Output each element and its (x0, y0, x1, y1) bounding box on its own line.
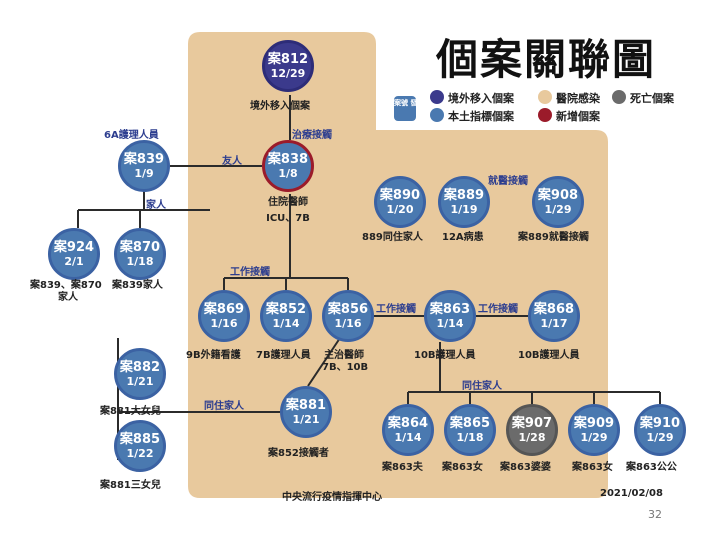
label-838-line1: 住院醫師 (268, 197, 308, 208)
legend-imported-icon (430, 90, 444, 104)
case-node-870: 案870 1/18 (114, 228, 166, 280)
publish-date: 2021/02/08 (600, 488, 663, 499)
label-882: 案881大女兒 (100, 406, 161, 417)
case-node-889: 案889 1/19 (438, 176, 490, 228)
case-node-908: 案908 1/29 (532, 176, 584, 228)
label-869: 9B外籍看護 (186, 350, 241, 361)
legend-local: 本土指標個案 (448, 110, 514, 123)
label-907: 案863婆婆 (500, 462, 551, 473)
case-node-924: 案924 2/1 (48, 228, 100, 280)
label-885: 案881三女兒 (100, 480, 161, 491)
legend-imported: 境外移入個案 (448, 92, 514, 105)
label-909: 案863女 (572, 462, 613, 473)
label-889: 12A病患 (442, 232, 484, 243)
label-868: 10B護理人員 (518, 350, 580, 361)
label-812: 境外移入個案 (250, 101, 310, 112)
case-node-909: 案909 1/29 (568, 404, 620, 456)
label-910: 案863公公 (626, 462, 677, 473)
case-node-882: 案882 1/21 (114, 348, 166, 400)
label-881: 案852接觸者 (268, 448, 329, 459)
label-890: 889同住家人 (362, 232, 423, 243)
page-number: 32 (648, 508, 662, 521)
legend-death-icon (612, 90, 626, 104)
legend-hospital-icon (538, 90, 552, 104)
label-856-line2: 7B、10B (322, 362, 369, 373)
label-839: 6A護理人員 (104, 130, 159, 141)
case-node-881: 案881 1/21 (280, 386, 332, 438)
label-870: 案839家人 (112, 280, 163, 291)
page-title: 個案關聯圖 (436, 35, 657, 84)
relation-work-contact-3: 工作接觸 (478, 304, 518, 315)
case-node-864: 案864 1/14 (382, 404, 434, 456)
case-node-865: 案865 1/18 (444, 404, 496, 456)
label-852: 7B護理人員 (256, 350, 311, 361)
relation-treatment-contact: 治療接觸 (292, 130, 332, 141)
legend-local-icon (430, 108, 444, 122)
relation-work-contact-2: 工作接觸 (376, 304, 416, 315)
label-864: 案863夫 (382, 462, 423, 473)
relation-work-contact-1: 工作接觸 (230, 267, 270, 278)
case-node-856: 案856 1/16 (322, 290, 374, 342)
source-credit: 中央流行疫情指揮中心 (282, 492, 382, 503)
case-node-852: 案852 1/14 (260, 290, 312, 342)
case-node-907: 案907 1/28 (506, 404, 558, 456)
case-node-890: 案890 1/20 (374, 176, 426, 228)
legend-badge: 案號 發病日 (394, 96, 431, 121)
case-node-910: 案910 1/29 (634, 404, 686, 456)
relation-medical-contact: 就醫接觸 (488, 176, 528, 187)
legend-hospital: 醫院感染 (556, 92, 600, 105)
legend-new-icon (538, 108, 552, 122)
label-863: 10B護理人員 (414, 350, 476, 361)
legend-death: 死亡個案 (630, 92, 674, 105)
relation-family: 家人 (146, 200, 166, 211)
case-node-869: 案869 1/16 (198, 290, 250, 342)
case-node-839: 案839 1/9 (118, 140, 170, 192)
label-908: 案889就醫接觸 (518, 232, 589, 243)
relation-cohabiting-2: 同住家人 (204, 401, 244, 412)
case-node-838: 案838 1/8 (262, 140, 314, 192)
case-node-863: 案863 1/14 (424, 290, 476, 342)
label-924-line2: 家人 (58, 292, 78, 303)
case-node-868: 案868 1/17 (528, 290, 580, 342)
case-node-812: 案812 12/29 (262, 40, 314, 92)
label-865: 案863女 (442, 462, 483, 473)
label-856-line1: 主治醫師 (324, 350, 364, 361)
label-924-line1: 案839、案870 (30, 280, 102, 291)
case-node-885: 案885 1/22 (114, 420, 166, 472)
label-838-line2: ICU、7B (266, 213, 310, 224)
legend-new: 新增個案 (556, 110, 600, 123)
relation-cohabiting-1: 同住家人 (462, 381, 502, 392)
relation-friend: 友人 (222, 156, 242, 167)
